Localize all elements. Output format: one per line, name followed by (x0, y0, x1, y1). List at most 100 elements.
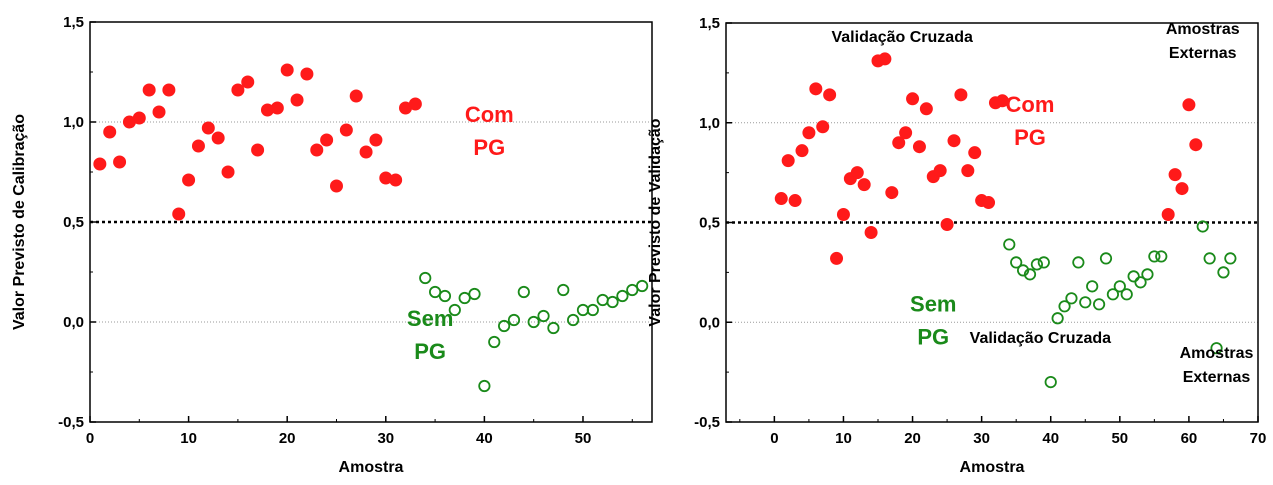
y-tick-label: 1,0 (63, 114, 84, 131)
data-point (113, 155, 127, 169)
y-tick-label: -0,5 (58, 414, 84, 431)
data-point (152, 105, 166, 119)
data-point (1113, 280, 1126, 293)
annotation-line: Amostras (1166, 21, 1240, 38)
data-point (1079, 296, 1092, 309)
data-point (774, 192, 788, 206)
data-point (280, 63, 294, 77)
data-point (1099, 252, 1113, 265)
data-point (606, 295, 619, 309)
data-point (142, 83, 156, 97)
data-point (132, 111, 146, 125)
chart-panel-1: 0 10 20 30 40 50 -0,5 0,0 0,5 1,0 1,5 Amostra Valor … (11, 14, 653, 476)
data-point (1134, 276, 1147, 289)
data-point (1044, 375, 1057, 389)
data-point (1161, 208, 1175, 222)
annotation-line: Validação Cruzada (831, 29, 972, 46)
x-axis-title: Amostra (960, 459, 1025, 476)
data-point (1023, 268, 1037, 281)
data-point (995, 94, 1009, 108)
series-1 (93, 63, 422, 221)
y-tick-label: 1,5 (63, 14, 84, 31)
data-point (802, 126, 816, 140)
annotation-line: Sem (910, 291, 956, 316)
x-tick-label: 10 (835, 430, 852, 447)
y-tick-label: -0,5 (694, 414, 720, 431)
data-point (1168, 168, 1182, 182)
annotation-line: Validação Cruzada (970, 330, 1111, 347)
data-point (498, 319, 511, 333)
annotation: Sem PG (910, 291, 956, 349)
data-point (428, 285, 442, 299)
data-point (1086, 280, 1099, 293)
data-point (933, 164, 947, 178)
x-axis-title: Amostra (339, 459, 404, 476)
data-point (320, 133, 334, 147)
data-point (830, 251, 844, 265)
data-point (329, 179, 343, 193)
annotation: Validação Cruzada (970, 330, 1111, 347)
x-tick-label: 20 (904, 430, 921, 447)
annotation-line: Externas (1183, 369, 1251, 386)
data-point (211, 131, 225, 145)
data-point (537, 309, 550, 323)
data-point (857, 178, 871, 192)
data-point (93, 157, 107, 171)
x-tick-label: 30 (973, 430, 990, 447)
data-point (850, 166, 864, 180)
data-point (1189, 138, 1203, 152)
data-point (1106, 288, 1120, 301)
data-point (809, 82, 823, 96)
x-tick-label: 40 (476, 430, 493, 447)
data-point (517, 285, 530, 299)
x-tick-label: 50 (575, 430, 592, 447)
y-tick-label: 1,0 (699, 115, 720, 132)
data-point (488, 335, 501, 349)
x-tick-label: 0 (770, 430, 778, 447)
annotation-line: Com (1006, 92, 1055, 117)
data-point (940, 217, 954, 231)
annotation-line: Sem (407, 306, 453, 331)
data-point (408, 97, 422, 111)
data-point (359, 145, 373, 159)
series-2 (419, 271, 649, 393)
chart-panel-2: 0 10 20 30 40 50 60 70 -0,5 0,0 0,5 1,0 1,5 Amostra Va… (647, 15, 1266, 476)
data-point (547, 321, 560, 335)
data-point (864, 225, 878, 239)
data-point (478, 379, 491, 393)
data-point (191, 139, 205, 153)
data-point (1127, 270, 1140, 283)
annotation: Amostras Externas (1180, 345, 1254, 386)
data-point (1224, 252, 1237, 265)
data-point (419, 271, 432, 285)
data-point (878, 52, 892, 66)
y-axis-title: Valor Previsto de Calibração (11, 114, 28, 330)
y-tick-label: 0,0 (63, 314, 84, 331)
annotation-line: PG (917, 324, 949, 349)
data-point (1030, 258, 1044, 271)
data-point (1182, 98, 1196, 112)
annotation: Sem PG (407, 306, 453, 364)
data-point (241, 75, 255, 89)
series-1 (774, 52, 1203, 265)
data-point (1072, 256, 1085, 269)
data-point (781, 154, 795, 168)
data-point (300, 67, 314, 81)
data-point (906, 92, 920, 106)
y-tick-label: 0,5 (63, 214, 84, 231)
x-tick-label: 60 (1181, 430, 1198, 447)
data-point (954, 88, 968, 102)
data-point (172, 207, 186, 221)
data-point (636, 279, 649, 293)
annotation-line: Com (465, 102, 514, 127)
data-point (788, 194, 802, 208)
data-point (596, 293, 609, 307)
data-point (1141, 268, 1154, 281)
data-point (349, 89, 363, 103)
data-point (912, 140, 926, 154)
data-point (162, 83, 176, 97)
data-point (1217, 266, 1230, 279)
data-point (557, 283, 570, 297)
annotation: Amostras Externas (1166, 21, 1240, 62)
data-point (1037, 256, 1050, 269)
